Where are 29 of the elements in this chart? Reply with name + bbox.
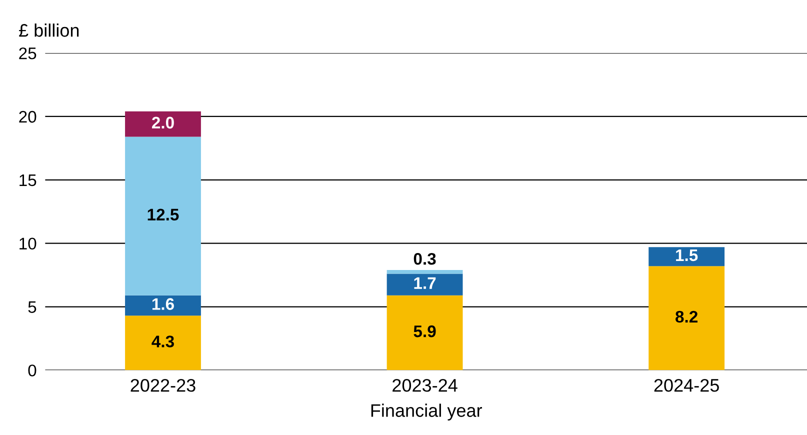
bar [125, 136, 201, 296]
y-tick-label: 20 [19, 110, 36, 123]
bar [386, 295, 463, 370]
bar [648, 266, 725, 370]
data-label: 4.3 [152, 336, 174, 348]
x-tick-label: 2022-23 [130, 378, 196, 392]
x-axis-title: Financial year [371, 404, 482, 421]
data-label: 1.7 [414, 277, 436, 289]
data-label: 5.9 [414, 325, 436, 338]
data-label: 1.5 [676, 250, 698, 262]
x-tick-label: 2024-25 [654, 378, 719, 392]
bar [125, 316, 201, 370]
data-label: 8.2 [676, 310, 698, 323]
data-label: 12.5 [148, 208, 179, 221]
y-axis-title: £ billion [19, 24, 79, 37]
y-tick-label: 10 [20, 238, 36, 250]
y-tick-label: 5 [28, 301, 36, 313]
bar [386, 274, 463, 296]
data-label: 2.0 [152, 116, 174, 129]
bar [125, 111, 201, 137]
y-tick-label: 25 [19, 47, 36, 60]
y-tick-label: 0 [28, 364, 36, 376]
data-label: 0.3 [414, 252, 436, 265]
bar [386, 270, 463, 274]
x-tick-label: 2023-24 [392, 378, 458, 392]
bar [125, 295, 201, 316]
data-label: 1.6 [152, 298, 174, 310]
y-tick-label: 15 [20, 174, 36, 186]
bar [648, 247, 725, 266]
